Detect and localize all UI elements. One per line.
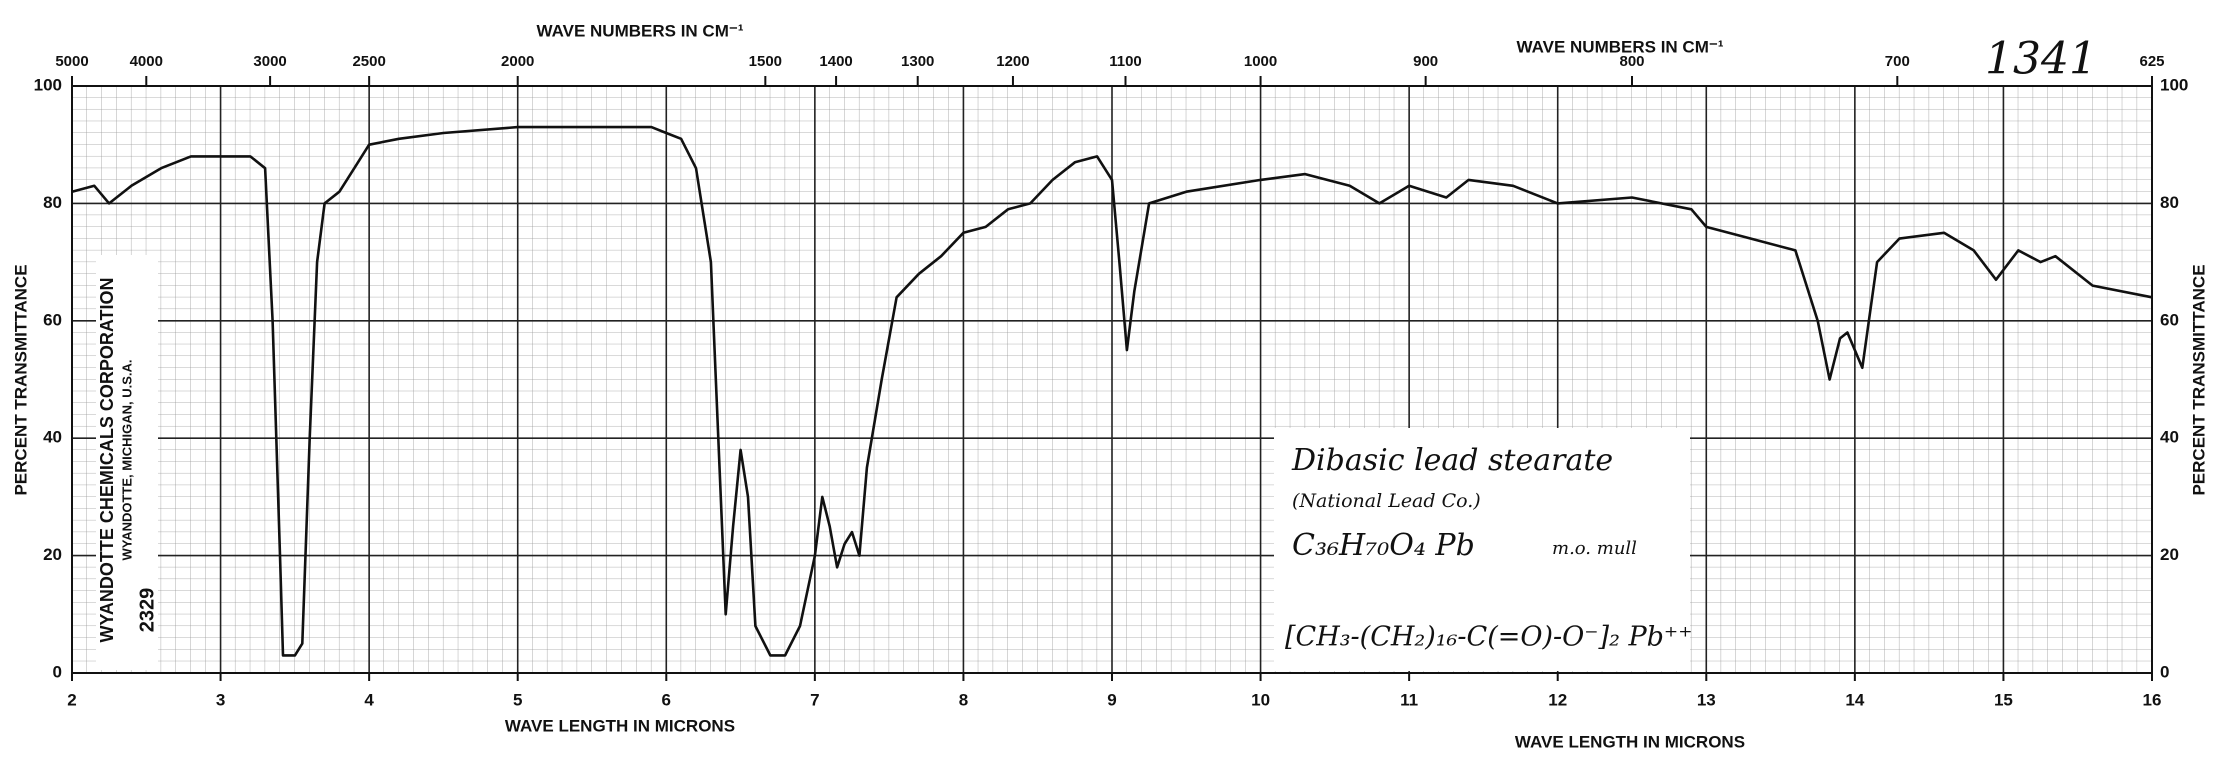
x-axis-title: WAVE LENGTH IN MICRONS: [1515, 732, 1745, 751]
x-tick-label: 6: [662, 690, 671, 709]
y-tick-label: 20: [43, 545, 62, 564]
y2-tick-label: 80: [2160, 193, 2179, 212]
x-tick-label: 5: [513, 690, 522, 709]
x2-tick-label: 2500: [352, 53, 385, 70]
x-tick-label: 3: [216, 690, 225, 709]
annotation: m.o. mull: [1552, 538, 1637, 559]
maker-location: WYANDOTTE, MICHIGAN, U.S.A.: [119, 359, 134, 560]
top-axis-title: WAVE NUMBERS IN CM⁻¹: [1517, 37, 1724, 56]
plot: [71, 125, 2153, 657]
maker-box: [96, 255, 158, 670]
y-tick-label: 60: [43, 310, 62, 329]
x-tick-label: 11: [1400, 690, 1418, 709]
x-axis-title: WAVE LENGTH IN MICRONS: [505, 716, 735, 735]
x2-tick-label: 800: [1619, 53, 1644, 70]
chart-number: 2329: [136, 588, 158, 633]
y-tick-label: 40: [43, 428, 62, 447]
x2-tick-label: 625: [2139, 53, 2164, 70]
x-tick-label: 7: [810, 690, 819, 709]
annotation: C₃₆H₇₀O₄ Pb: [1292, 528, 1475, 563]
x2-tick-label: 5000: [55, 53, 88, 70]
x2-tick-label: 3000: [253, 53, 286, 70]
maker-name: WYANDOTTE CHEMICALS CORPORATION: [97, 277, 117, 642]
x2-tick-label: 700: [1885, 53, 1910, 70]
y2-tick-label: 100: [2160, 75, 2188, 94]
x-tick-label: 2: [67, 690, 76, 709]
plot-frame: [71, 85, 2153, 674]
annotation: Dibasic lead stearate: [1291, 443, 1613, 478]
x2-tick-label: 1000: [1244, 53, 1277, 70]
x-tick-label: 14: [1845, 690, 1864, 709]
y-axis-title: PERCENT TRANSMITTANCE: [11, 264, 30, 495]
x-tick-label: 4: [364, 690, 374, 709]
x-tick-label: 9: [1107, 690, 1116, 709]
x2-tick-label: 2000: [501, 53, 534, 70]
y-tick-label: 100: [34, 75, 62, 94]
x-tick-label: 15: [1994, 690, 2013, 709]
catalog-number: 1341: [1985, 34, 2097, 85]
x2-tick-label: 1300: [901, 53, 934, 70]
top-axis-title: WAVE NUMBERS IN CM⁻¹: [537, 21, 744, 40]
spectrum-line: [71, 125, 2153, 657]
x-tick-label: 13: [1697, 690, 1716, 709]
y2-tick-label: 60: [2160, 310, 2179, 329]
x2-tick-label: 1400: [819, 53, 852, 70]
x2-tick-label: 1500: [749, 53, 782, 70]
y-tick-label: 0: [53, 662, 62, 681]
x-tick-label: 8: [959, 690, 968, 709]
annotation: (National Lead Co.): [1292, 490, 1481, 512]
x2-tick-label: 1100: [1109, 53, 1142, 70]
x-tick-label: 16: [2143, 690, 2162, 709]
x2-tick-label: 900: [1413, 53, 1438, 70]
x-tick-label: 10: [1251, 690, 1270, 709]
y2-tick-label: 0: [2160, 662, 2169, 681]
x2-tick-label: 1200: [996, 53, 1029, 70]
annotation-box: [1274, 428, 1690, 671]
y2-tick-label: 20: [2160, 545, 2179, 564]
y-tick-label: 80: [43, 193, 62, 212]
x2-tick-label: 4000: [130, 53, 163, 70]
y2-axis-title: PERCENT TRANSMITTANCE: [2189, 264, 2208, 495]
annotation: [CH₃-(CH₂)₁₆-C(=O)-O⁻]₂ Pb⁺⁺: [1285, 622, 1692, 653]
y2-tick-label: 40: [2160, 428, 2179, 447]
x-tick-label: 12: [1548, 690, 1567, 709]
